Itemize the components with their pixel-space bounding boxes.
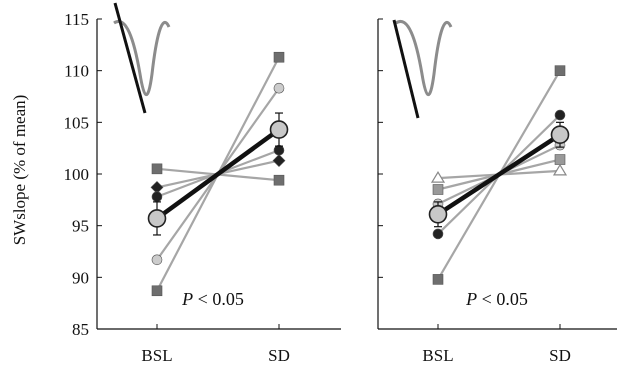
- data-point: [151, 191, 163, 203]
- y-tick-label: 95: [72, 217, 89, 236]
- mean-point: [550, 125, 570, 145]
- data-point: [432, 228, 444, 240]
- mean-line: [155, 127, 281, 221]
- data-point: [432, 274, 444, 285]
- x-tick-label: SD: [268, 346, 290, 365]
- y-tick-label: 110: [64, 62, 89, 81]
- mean-series: [428, 121, 570, 228]
- inset-waveform-trace: [395, 20, 453, 97]
- y-tick-label: 90: [72, 268, 89, 287]
- inset-slope-line: [392, 19, 420, 119]
- panel-right: BSL SD P < 0.05: [377, 18, 617, 365]
- y-tick-label: 100: [64, 165, 90, 184]
- y-tick-label: 115: [64, 10, 89, 29]
- data-point: [151, 254, 163, 266]
- data-point: [432, 184, 444, 195]
- data-point: [273, 144, 285, 156]
- mean-point: [269, 120, 289, 139]
- y-tick-label: 105: [64, 113, 90, 132]
- significance-annotation: P < 0.05: [181, 289, 244, 309]
- data-point: [554, 154, 566, 165]
- data-point: [430, 170, 446, 183]
- mean-series: [147, 112, 289, 236]
- data-point: [554, 109, 566, 121]
- mean-point: [428, 205, 448, 224]
- data-point: [273, 51, 285, 63]
- data-point: [554, 65, 566, 76]
- data-point: [552, 163, 568, 176]
- mean-line: [436, 132, 562, 217]
- data-point: [151, 163, 163, 175]
- y-tick-label: 85: [72, 320, 89, 339]
- significance-annotation: P < 0.05: [465, 289, 528, 309]
- x-tick-label: SD: [549, 346, 571, 365]
- x-tick-label: BSL: [141, 346, 172, 365]
- inset-waveform-trace: [113, 20, 171, 97]
- data-point: [273, 82, 285, 94]
- x-tick-label: BSL: [422, 346, 453, 365]
- data-point: [272, 154, 286, 167]
- y-axis-label: SWslope (% of mean): [10, 95, 29, 246]
- data-point: [151, 285, 163, 297]
- mean-point: [147, 209, 167, 228]
- data-point: [273, 174, 285, 186]
- panel-left: 85 90 95 100 105 110 115 BSL SD SWslope (% of mea…: [10, 2, 341, 365]
- inset-slope-line: [113, 2, 147, 114]
